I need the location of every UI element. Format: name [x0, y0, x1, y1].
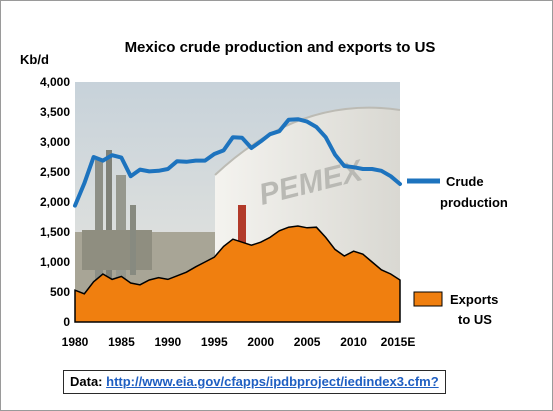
- legend-exports: Exports to US: [413, 291, 498, 327]
- y-tick-label: 4,000: [40, 75, 70, 89]
- chart-marks: [73, 117, 402, 323]
- x-axis-ticks: 1980 1985 1990 1995 2000 2005 2010 2015E: [62, 335, 416, 349]
- x-tick-label: 1980: [62, 335, 89, 349]
- y-tick-label: 0: [63, 315, 70, 329]
- y-tick-label: 2,500: [40, 165, 70, 179]
- chart-title: Mexico crude production and exports to U…: [125, 39, 436, 56]
- data-source-label: Data:: [70, 374, 103, 389]
- y-tick-label: 2,000: [40, 195, 70, 209]
- x-tick-label: 2010: [340, 335, 367, 349]
- y-tick-label: 500: [50, 285, 70, 299]
- legend-exports-label-1: Exports: [450, 292, 498, 307]
- legend-exports-label-2: to US: [458, 312, 492, 327]
- x-tick-label: 2005: [294, 335, 321, 349]
- data-source-box: Data: http://www.eia.gov/cfapps/ipdbproj…: [63, 370, 446, 394]
- x-tick-label: 1985: [108, 335, 135, 349]
- series-exports-area: [74, 225, 401, 323]
- legend-crude-label-1: Crude: [446, 174, 484, 189]
- x-tick-label: 2000: [247, 335, 274, 349]
- legend-crude-label-2: production: [440, 195, 508, 210]
- x-tick-label: 1990: [155, 335, 182, 349]
- legend-exports-swatch: [413, 291, 443, 307]
- y-axis-ticks: 0 500 1,000 1,500 2,000 2,500 3,000 3,500 4,000: [40, 75, 70, 329]
- data-source-link[interactable]: http://www.eia.gov/cfapps/ipdbproject/ie…: [106, 374, 439, 389]
- y-tick-label: 3,000: [40, 135, 70, 149]
- x-tick-label: 2015E: [381, 335, 416, 349]
- y-axis-label: Kb/d: [20, 52, 49, 67]
- y-tick-label: 3,500: [40, 105, 70, 119]
- legend-crude: Crude production: [407, 174, 508, 210]
- x-tick-label: 1995: [201, 335, 228, 349]
- y-tick-label: 1,500: [40, 225, 70, 239]
- y-tick-label: 1,000: [40, 255, 70, 269]
- series-crude-line: [73, 117, 402, 208]
